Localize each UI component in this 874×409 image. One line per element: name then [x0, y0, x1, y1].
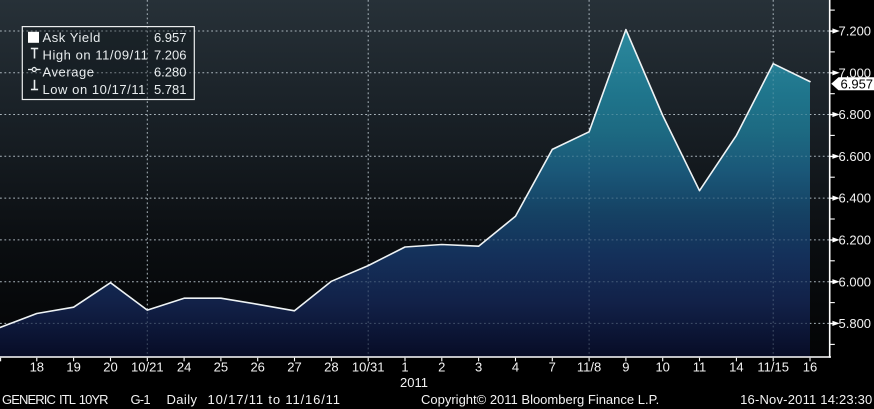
- svg-text:6.957: 6.957: [154, 30, 187, 45]
- svg-text:10/17/11 to 11/16/11: 10/17/11 to 11/16/11: [208, 392, 341, 407]
- svg-text:6.400: 6.400: [839, 191, 872, 206]
- svg-text:Ask Yield: Ask Yield: [43, 30, 101, 45]
- svg-text:10/31: 10/31: [352, 359, 385, 374]
- svg-text:24: 24: [177, 359, 191, 374]
- svg-text:4: 4: [512, 359, 519, 374]
- svg-text:16-Nov-2011 14:23:30: 16-Nov-2011 14:23:30: [740, 392, 872, 407]
- svg-text:11/8: 11/8: [577, 359, 601, 374]
- svg-text:11/15: 11/15: [757, 359, 789, 374]
- svg-text:Copyright© 2011 Bloomberg Fina: Copyright© 2011 Bloomberg Finance L.P.: [421, 392, 659, 407]
- svg-text:25: 25: [214, 359, 228, 374]
- svg-text:11: 11: [693, 359, 707, 374]
- svg-text:6.280: 6.280: [154, 65, 187, 80]
- svg-text:1: 1: [401, 359, 408, 374]
- svg-text:6.000: 6.000: [839, 274, 872, 289]
- svg-text:16: 16: [803, 359, 817, 374]
- svg-text:19: 19: [66, 359, 80, 374]
- svg-text:9: 9: [622, 359, 629, 374]
- svg-text:5.781: 5.781: [154, 82, 187, 97]
- svg-text:6.600: 6.600: [839, 149, 872, 164]
- svg-text:3: 3: [475, 359, 482, 374]
- svg-text:2011: 2011: [400, 375, 428, 390]
- svg-text:6.800: 6.800: [839, 107, 872, 122]
- svg-text:Daily: Daily: [167, 392, 198, 407]
- svg-text:Average: Average: [43, 65, 95, 80]
- svg-text:2: 2: [438, 359, 445, 374]
- svg-text:High on 11/09/11: High on 11/09/11: [43, 47, 149, 62]
- svg-text:5.800: 5.800: [839, 316, 872, 331]
- svg-text:6.200: 6.200: [839, 233, 872, 248]
- svg-text:Low on 10/17/11: Low on 10/17/11: [43, 82, 146, 97]
- svg-text:7: 7: [549, 359, 556, 374]
- svg-text:14: 14: [729, 359, 743, 374]
- svg-text:27: 27: [287, 359, 301, 374]
- svg-text:7.206: 7.206: [154, 47, 187, 62]
- svg-text:GENERIC ITL 10YR: GENERIC ITL 10YR: [2, 392, 108, 407]
- svg-text:28: 28: [324, 359, 338, 374]
- svg-text:10: 10: [655, 359, 669, 374]
- svg-text:10/21: 10/21: [131, 359, 164, 374]
- svg-text:7.200: 7.200: [839, 24, 872, 39]
- svg-text:7.000: 7.000: [839, 65, 872, 80]
- svg-text:20: 20: [103, 359, 117, 374]
- svg-text:26: 26: [250, 359, 264, 374]
- svg-text:G-1: G-1: [131, 392, 151, 407]
- svg-text:6.957: 6.957: [841, 76, 874, 91]
- svg-text:18: 18: [30, 359, 44, 374]
